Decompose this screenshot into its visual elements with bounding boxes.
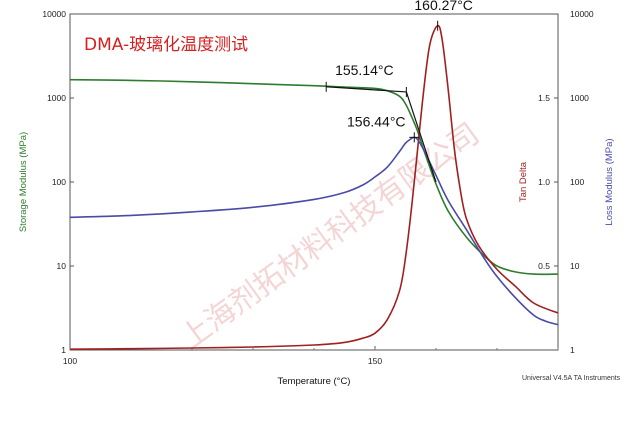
plot-area-frame <box>69 13 559 351</box>
watermark-text: 上海剂拓材料科技有限公司 <box>174 117 486 357</box>
chart-title: DMA-玻璃化温度测试 <box>84 35 248 55</box>
series-layer <box>69 24 559 350</box>
x-tick-label: 150 <box>368 356 382 366</box>
y-left-axis-label: Storage Modulus (MPa) <box>18 132 29 232</box>
y-right-outer-tick-label: 1000 <box>570 93 589 103</box>
y-right-inner-axis-label: Tan Delta <box>518 161 529 202</box>
y-right-inner-tick-label: 1.5 <box>538 93 550 103</box>
y-left-tick-label: 100 <box>52 177 66 187</box>
y-right-outer-tick-label: 10000 <box>570 9 594 19</box>
tan-delta-peak-label: 160.27°C <box>414 0 473 13</box>
x-axis-label: Temperature (°C) <box>278 376 351 387</box>
ticks-layer: 100 150 1 10 100 1000 10000 1 10 100 1000 10000 0.5 1… <box>42 9 594 366</box>
y-right-inner-tick-label: 0.5 <box>538 261 550 271</box>
annotation-layer: 155.14°C 160.27°C 156.44°C <box>325 0 473 183</box>
instrument-footer: Universal V4.5A TA Instruments <box>522 375 621 382</box>
loss-modulus-peak-label: 156.44°C <box>347 113 406 129</box>
x-tick-label: 100 <box>63 356 77 366</box>
y-left-tick-label: 10000 <box>42 9 66 19</box>
y-left-tick-label: 10 <box>57 261 67 271</box>
onset-temperature-label: 155.14°C <box>335 62 394 78</box>
y-right-outer-tick-label: 100 <box>570 177 584 187</box>
y-right-outer-tick-label: 10 <box>570 261 580 271</box>
y-left-tick-label: 1000 <box>47 93 66 103</box>
onset-tangent-line <box>326 86 407 93</box>
y-left-tick-label: 1 <box>61 345 66 355</box>
y-right-outer-tick-label: 1 <box>570 345 575 355</box>
y-right-inner-tick-label: 1.0 <box>538 177 550 187</box>
onset-slope-line <box>405 91 437 183</box>
storage-modulus-line <box>69 78 559 276</box>
tan-delta-line <box>69 24 559 350</box>
y-right-outer-axis-label: Loss Modulus (MPa) <box>604 138 615 225</box>
